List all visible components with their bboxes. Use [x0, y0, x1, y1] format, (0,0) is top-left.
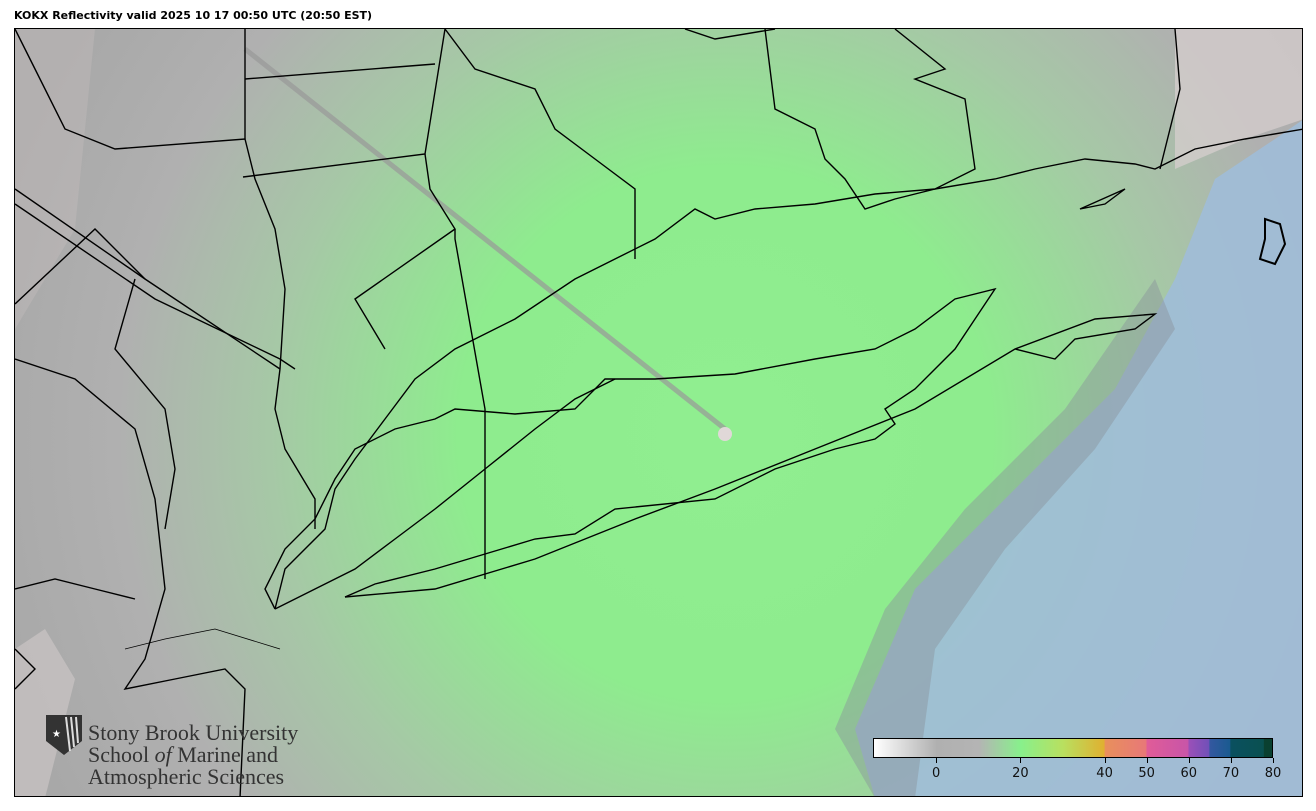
logo-line2c: Marine and — [171, 742, 279, 767]
land-topright — [1175, 29, 1302, 169]
map-title: KOKX Reflectivity valid 2025 10 17 00:50… — [14, 9, 373, 22]
colorbar-tick — [1104, 758, 1106, 763]
ocean — [855, 120, 1302, 796]
colorbar-tick-label: 20 — [1012, 766, 1029, 781]
colorbar — [873, 738, 1273, 758]
colorbar-tick — [936, 758, 938, 763]
radar-map[interactable] — [14, 28, 1303, 797]
ocean-speckle — [835, 279, 1175, 796]
map-canvas — [15, 29, 1302, 796]
land-bottomleft — [15, 629, 75, 796]
colorbar-tick — [1020, 758, 1022, 763]
colorbar-tick-label: 0 — [932, 766, 941, 781]
colorbar-tick — [1146, 758, 1148, 763]
coastlines — [15, 29, 1302, 796]
sbu-shield-icon: ★ — [46, 715, 82, 755]
colorbar-tick-label: 80 — [1264, 766, 1282, 781]
logo-line2b: of — [154, 742, 172, 767]
colorbar-tick — [1230, 758, 1232, 763]
colorbar-tick-label: 40 — [1096, 766, 1113, 781]
land-left — [15, 29, 95, 329]
colorbar-tick-label: 70 — [1222, 766, 1240, 781]
logo-line3: Atmospheric Sciences — [88, 764, 285, 789]
colorbar-tick — [1188, 758, 1190, 763]
sbu-logo: ★ — [44, 713, 84, 761]
svg-text:★: ★ — [52, 729, 61, 740]
radar-beam-streak — [243, 47, 727, 431]
colorbar-tick-label: 50 — [1138, 766, 1155, 781]
radar-site — [718, 427, 732, 441]
colorbar-tick-label: 60 — [1180, 766, 1198, 781]
logo-line1: Stony Brook University — [88, 720, 299, 745]
colorbar-tick — [1273, 758, 1274, 763]
logo-line2a: School — [88, 742, 155, 767]
logo-line2: School of Marine and — [88, 744, 278, 766]
